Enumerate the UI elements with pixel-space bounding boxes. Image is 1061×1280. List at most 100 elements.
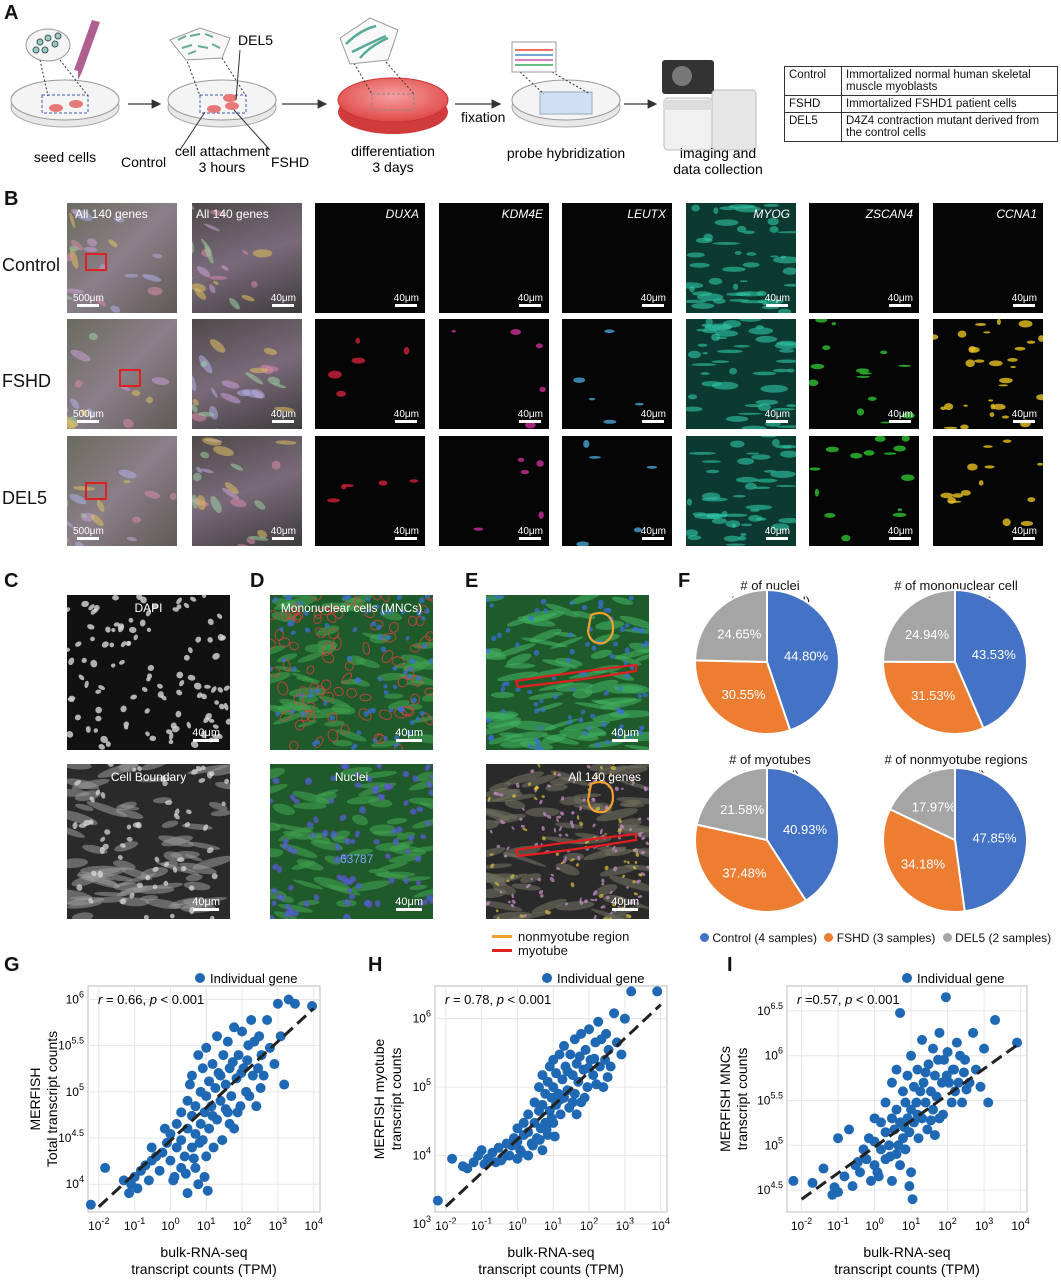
imaging-instrument [662,60,757,151]
data-point [289,998,300,1009]
panel-letter-f: F [678,570,691,592]
data-point [512,1136,523,1147]
cell-line-table: Control Immortalized normal human skeleta… [784,66,1058,142]
scale-bar: 40μm [641,293,666,307]
data-point [847,1181,858,1192]
step-hybridization: probe hybridization [507,145,625,161]
legend-marker [195,973,205,983]
data-point [922,1124,933,1135]
data-point [941,1070,952,1081]
y-tick-label: 103 [413,1214,431,1231]
gene-tile-kdm4e: 40μm [439,436,549,546]
scatter-plot-i: 10-2 10-1 100 101 102 103 104 104.5 105 105.5 106 1… [717,971,1030,1277]
tile-texture [192,203,273,310]
panel-letter-i: I [727,954,733,976]
fit-line [97,1007,315,1208]
x-tick-label: 101 [544,1216,562,1233]
data-point [968,1027,979,1038]
data-point [626,986,637,997]
data-point [194,1137,205,1148]
nonmyotube-outline [586,780,615,814]
dish-differentiation [337,17,449,134]
data-point [900,1097,911,1108]
data-point [207,1110,218,1121]
data-point [569,1088,580,1099]
gene-tile-zscan4: 40μm [809,319,919,429]
micro-title: Cell Boundary [110,770,187,784]
pie-slice [954,766,1028,913]
scale-bar: 40μm [888,526,913,540]
gene-tile-zscan4: ZSCAN4 40μm [809,203,919,313]
gene-tile-duxa: DUXA 40μm [315,203,425,313]
data-point [906,1167,917,1178]
data-point [215,1070,226,1081]
data-point [886,1175,897,1186]
data-point [533,1082,544,1093]
micro-title: All 140 genes [568,770,641,784]
y-tick-label: 104 [66,1174,84,1191]
gene-tile-leutx: 40μm [562,319,672,429]
scale-bar: 40μm [395,727,423,742]
scale-bar: 40μm [641,526,666,540]
data-point [788,1175,799,1186]
x-tick-label: 101 [197,1216,215,1233]
step-attachment-1: cell attachment [175,143,269,159]
data-point [132,1183,143,1194]
data-point [146,1142,157,1153]
step-differentiation-1: differentiation [351,143,435,159]
pie-slice [694,823,808,913]
data-point [171,1118,182,1129]
pie-slice-label: 34.18% [901,856,946,871]
data-point [928,1104,939,1115]
scale-bar: 40μm [641,409,666,423]
data-point [619,1013,630,1024]
pie-slice-label: 37.48% [722,866,767,881]
data-point [182,1095,193,1106]
data-point [193,1179,204,1190]
pie-slice-label: 47.85% [972,830,1017,845]
data-point [232,1107,243,1118]
x-tick-label: 100 [508,1216,526,1233]
data-point [584,1024,595,1035]
data-point [224,1118,235,1129]
gene-tile-kdm4e: KDM4E 40μm [439,203,549,313]
gene-label: MYOG [753,207,790,221]
gene-label: KDM4E [501,207,543,221]
data-point [242,1055,253,1066]
x-tick-label: 100 [161,1216,179,1233]
gene-label: ZSCAN4 [865,207,913,221]
data-point [246,1014,257,1025]
y-tick-label: 105 [765,1135,783,1152]
data-point [565,1049,576,1060]
data-point [307,1001,318,1012]
tile-texture [809,319,915,424]
data-point [934,1027,945,1038]
table-cell-name: FSHD [784,95,842,113]
data-point [942,1046,953,1057]
data-point [275,1031,286,1042]
data-point [462,1163,473,1174]
data-point [546,1113,557,1124]
data-point [593,1016,604,1027]
data-point [861,1154,872,1165]
data-point [833,1187,844,1198]
data-point [210,1083,221,1094]
data-point [201,1091,212,1102]
data-point [199,1107,210,1118]
y-tick-label: 105.5 [58,1036,84,1053]
data-point [208,1142,219,1153]
table-row: FSHD Immortalized FSHD1 patient cells [784,95,1058,113]
scale-bar: 40μm [611,727,639,742]
data-point [886,1113,897,1124]
tile-texture [686,319,796,429]
gene-label: LEUTX [627,207,666,221]
data-point [555,1109,566,1120]
data-point [184,1079,195,1090]
data-point [990,1015,1001,1026]
data-point [873,1171,884,1182]
gene-tile-ccna1: 40μm [933,319,1043,429]
data-point [897,1133,908,1144]
zoom-tile: All 140 genes 40μm [192,203,302,313]
scale-bar: 40μm [518,409,543,423]
data-point [244,1091,255,1102]
